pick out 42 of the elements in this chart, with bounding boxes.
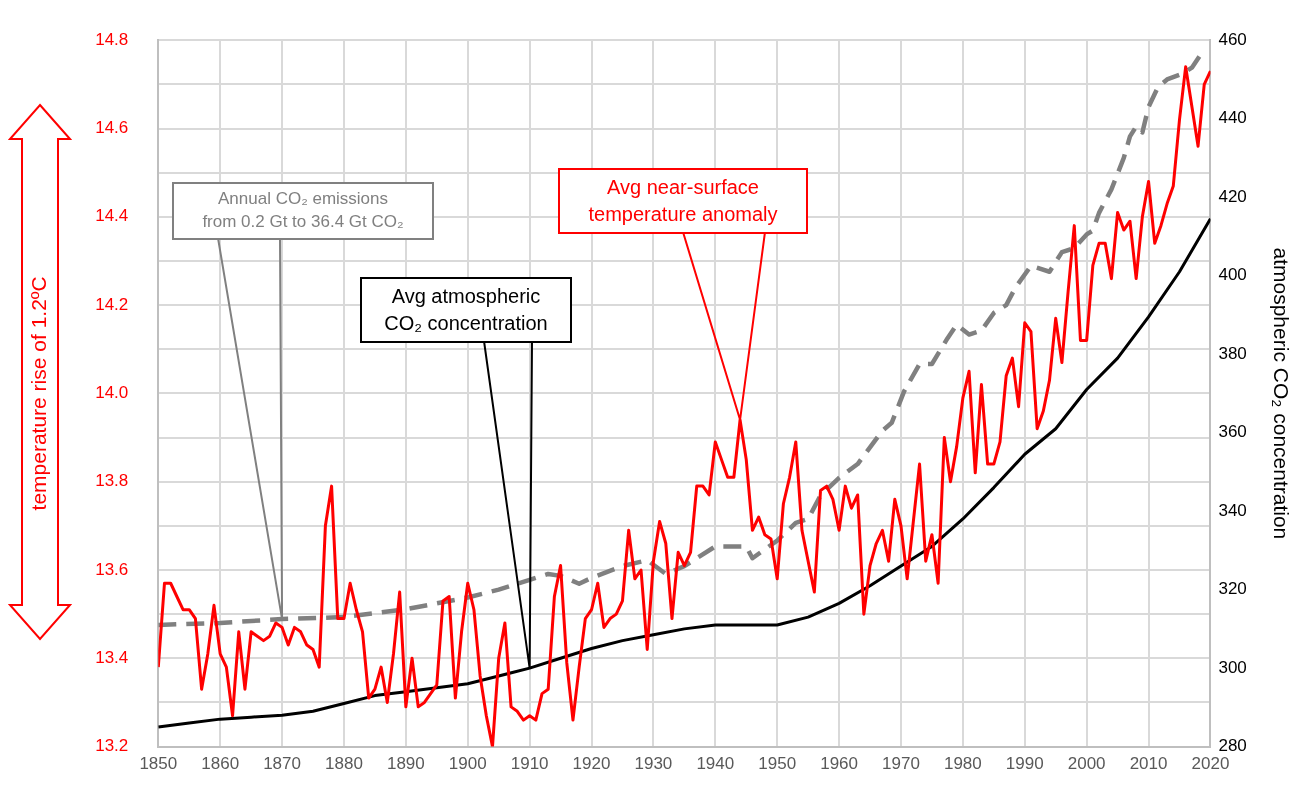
y-tick-label: 13.6 <box>95 559 129 579</box>
y2-tick-label: 320 <box>1218 579 1247 599</box>
x-tick-label: 1900 <box>448 754 487 774</box>
y2-tick-label: 460 <box>1218 29 1247 49</box>
x-tick-label: 1980 <box>943 754 982 774</box>
y2-tick-label: 360 <box>1218 422 1247 442</box>
x-tick-label: 1850 <box>139 754 178 774</box>
x-tick-label: 1890 <box>386 754 425 774</box>
x-tick-label: 1940 <box>696 754 735 774</box>
x-tick-label: 1880 <box>325 754 363 774</box>
x-tick-label: 2000 <box>1067 754 1106 774</box>
y2-tick-label: 420 <box>1218 186 1247 206</box>
x-tick-label: 2010 <box>1129 754 1168 774</box>
x-tick-label: 1970 <box>882 754 920 774</box>
x-tick-label: 1990 <box>1005 754 1044 774</box>
y-tick-label: 13.2 <box>95 736 129 756</box>
x-tick-label: 1960 <box>820 754 858 774</box>
x-tick-label: 1870 <box>263 754 301 774</box>
y-tick-label: 14.6 <box>95 118 129 138</box>
callout-box: Annual CO₂ emissions from 0.2 Gt to 36.4 Gt CO₂ <box>172 182 434 240</box>
y-tick-label: 14.8 <box>95 29 129 49</box>
y-tick-label: 14.2 <box>95 294 129 314</box>
y-tick-label: 13.8 <box>95 471 129 491</box>
x-tick-label: 1860 <box>201 754 240 774</box>
y2-axis-title: atmospheric CO₂ concentration <box>1269 247 1293 540</box>
x-tick-label: 1910 <box>510 754 549 774</box>
y-tick-label: 14.0 <box>95 383 129 403</box>
y2-tick-label: 340 <box>1218 500 1247 520</box>
y-tick-label: 14.4 <box>95 206 129 226</box>
y2-tick-label: 280 <box>1218 736 1247 756</box>
x-tick-label: 2020 <box>1191 754 1230 774</box>
x-tick-label: 1950 <box>758 754 797 774</box>
y2-tick-label: 380 <box>1218 343 1247 363</box>
y2-tick-label: 440 <box>1218 108 1247 128</box>
y-axis-title: temperature rise of 1.2ºC <box>27 276 51 511</box>
x-tick-label: 1920 <box>572 754 611 774</box>
callout-box: Avg near-surface temperature anomaly <box>558 168 808 234</box>
y2-tick-label: 300 <box>1218 657 1247 677</box>
y2-tick-label: 400 <box>1218 265 1247 285</box>
callout-box: Avg atmospheric CO₂ concentration <box>360 277 572 343</box>
y-tick-label: 13.4 <box>95 647 129 667</box>
x-tick-label: 1930 <box>634 754 673 774</box>
